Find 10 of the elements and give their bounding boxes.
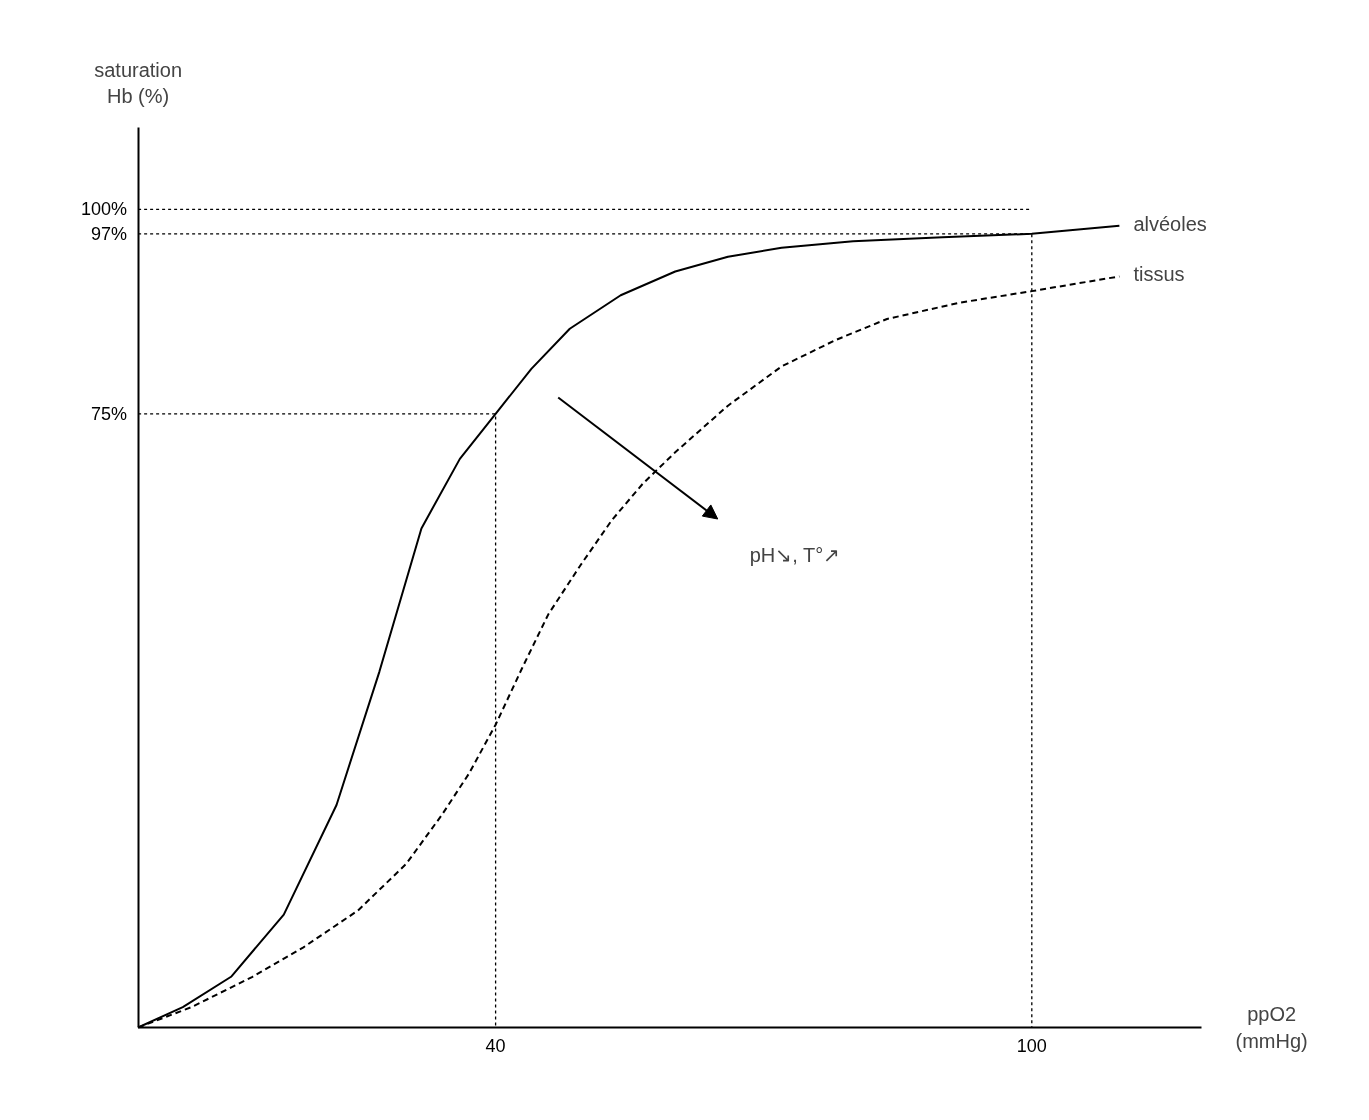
- annotation: pH↘, T°↗: [749, 544, 841, 566]
- x-tick-label: 100: [1016, 1035, 1047, 1056]
- y-tick-label: 97%: [91, 223, 128, 244]
- y-tick-label: 75%: [91, 403, 128, 424]
- y-axis-title: saturation Hb (%): [94, 59, 183, 108]
- x-tick-label: 40: [485, 1035, 506, 1056]
- series-label: tissus: [1133, 263, 1185, 286]
- y-tick-label: 100%: [81, 199, 128, 220]
- series-label: alvéoles: [1133, 212, 1207, 235]
- x-axis-title: ppO2 (mmHg): [1235, 1003, 1308, 1052]
